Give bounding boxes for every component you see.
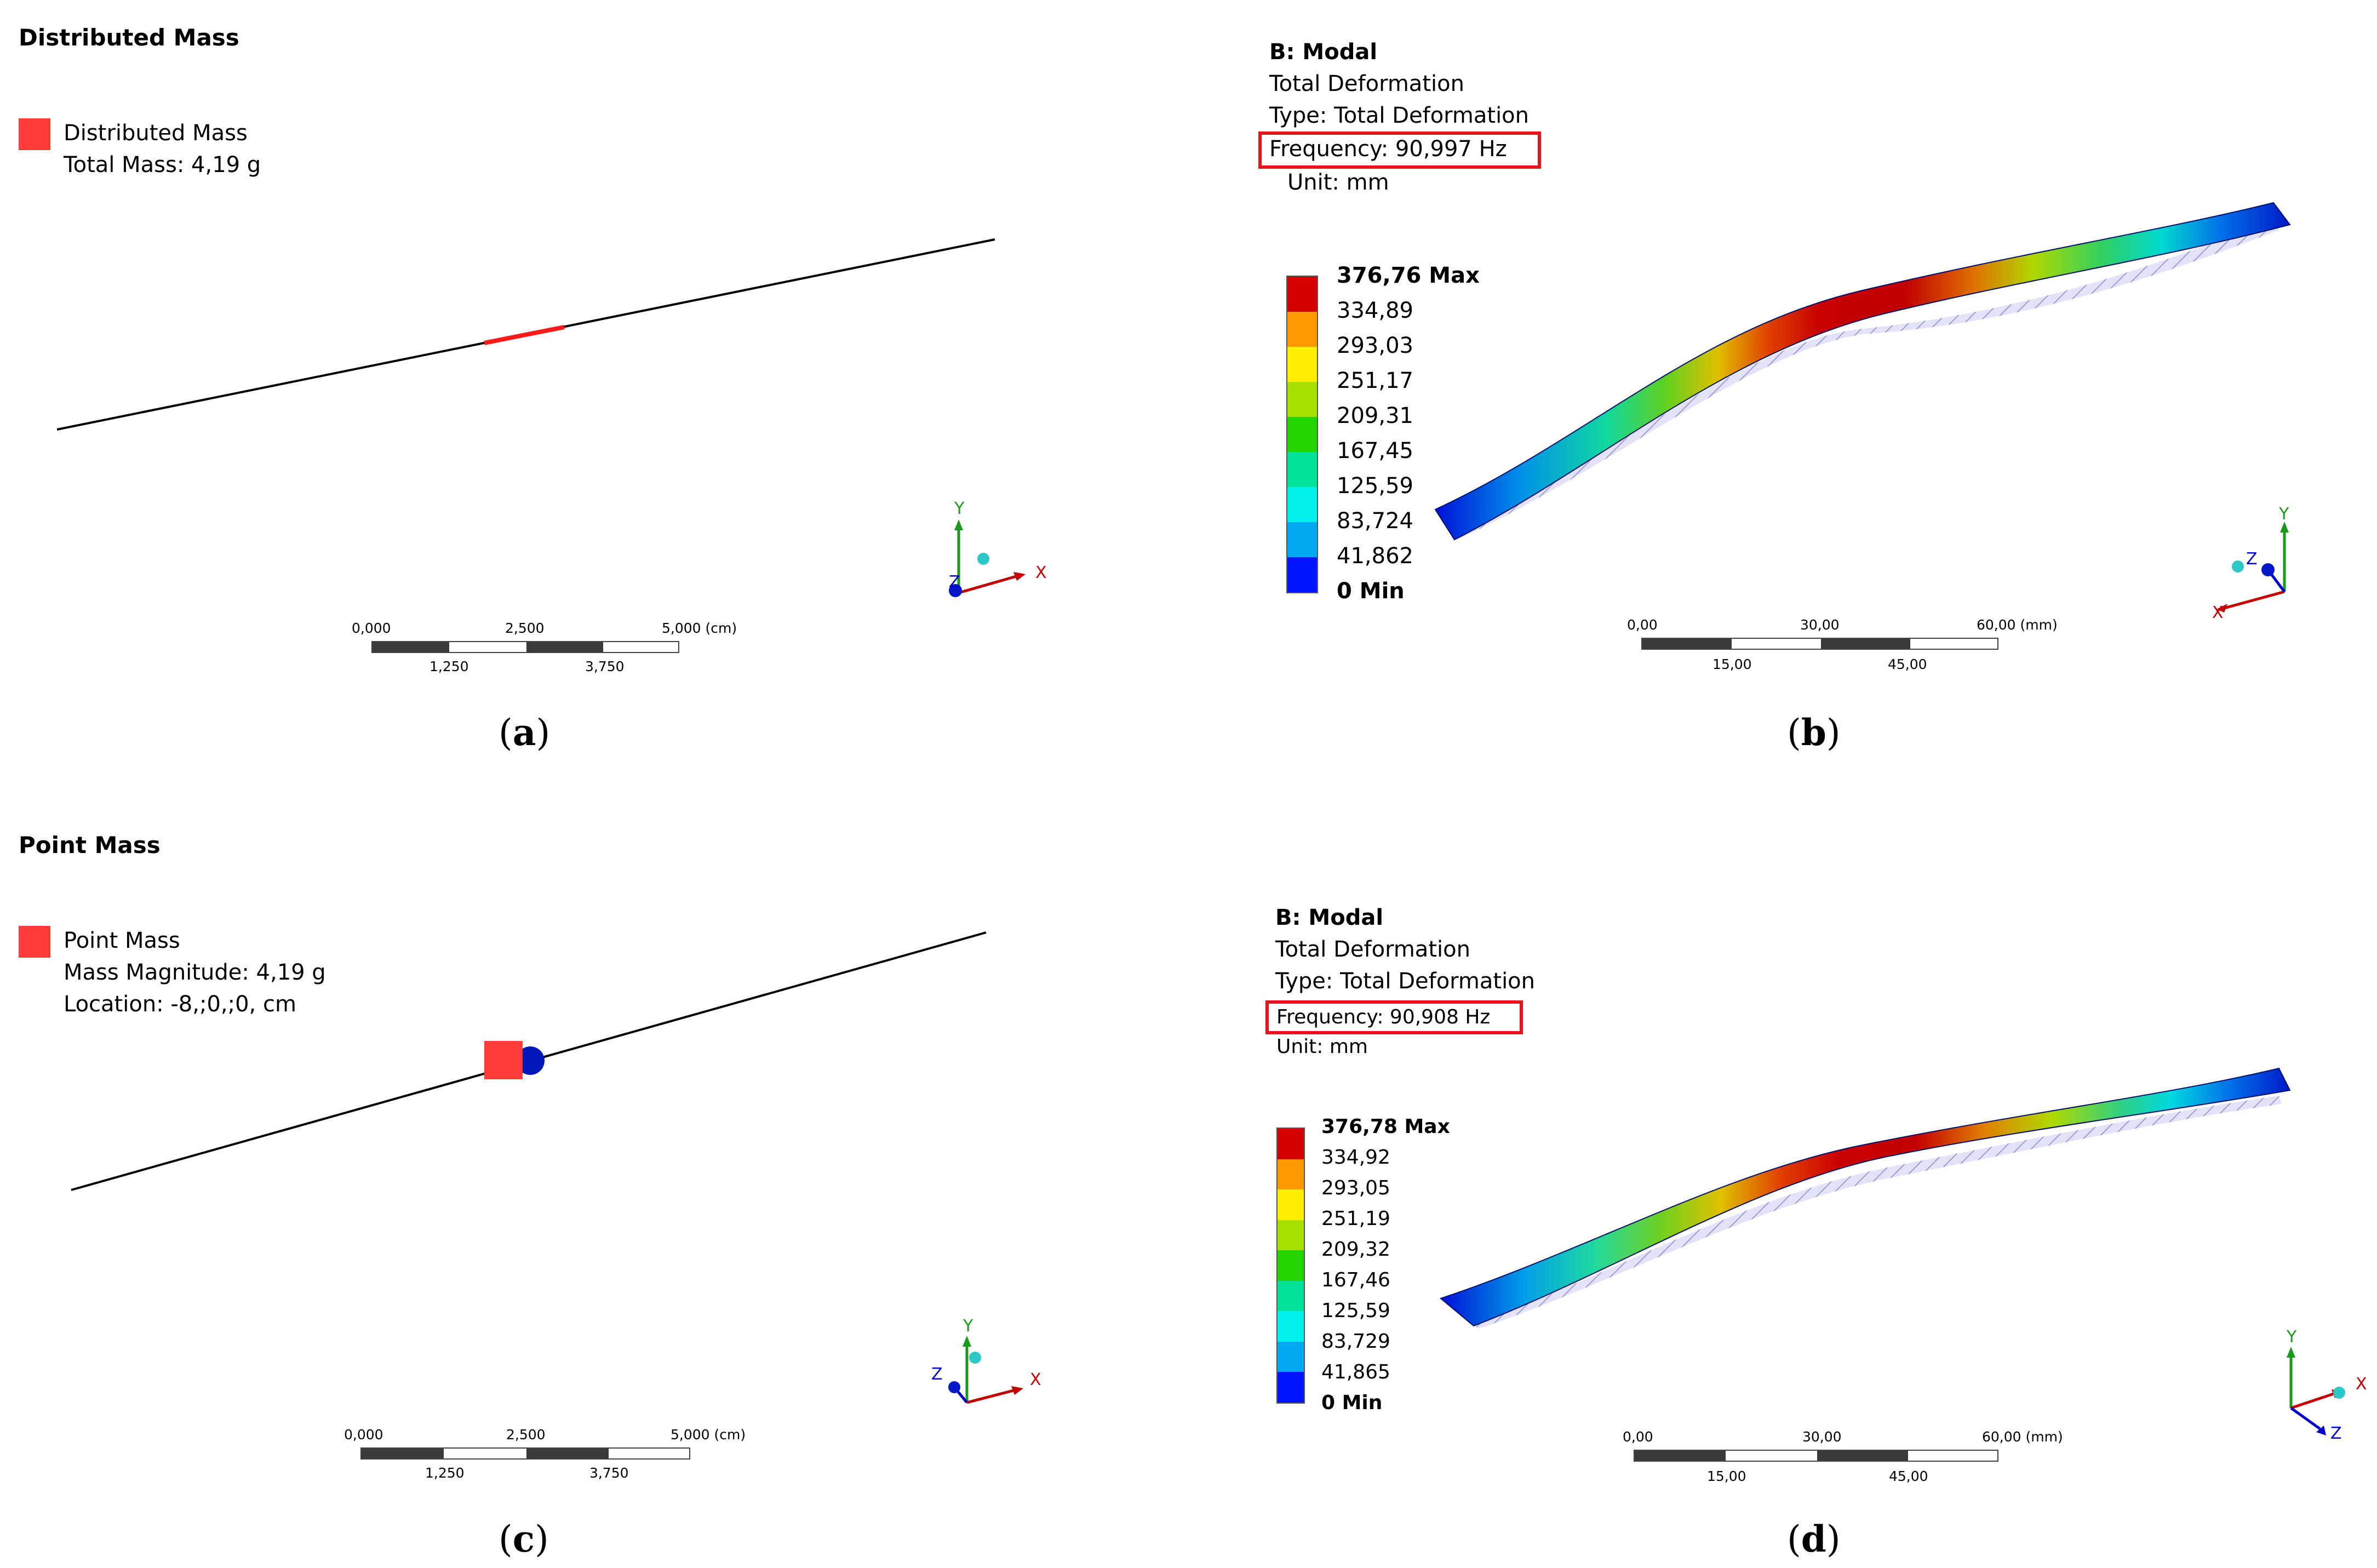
legend-name-c: Point Mass [64,928,180,953]
result-name-b: Total Deformation [1269,71,1464,96]
svg-text:Y: Y [963,1317,973,1336]
legend-color-swatch [1278,1129,1304,1159]
svg-text:X: X [1030,1370,1041,1389]
svg-text:Z: Z [2246,550,2258,569]
triad-center-sphere-icon [977,553,989,565]
x-axis-arrow-icon [958,575,1017,594]
triad-center-sphere-icon [2333,1387,2345,1399]
legend-name-a: Distributed Mass [64,121,248,146]
triad-b[interactable]: Y X Z [2186,505,2328,622]
point-mass-swatch [19,926,50,958]
legend-color-swatch [1287,557,1317,592]
legend-color-swatch [1287,277,1317,312]
legend-color-swatch [1287,522,1317,557]
undeformed-shadow-d [1474,1096,2282,1329]
svg-text:Y: Y [2278,505,2289,524]
legend-color-swatch [1287,417,1317,452]
triad-d[interactable]: Y X Z [2268,1326,2377,1443]
legend-color-swatch [1278,1341,1304,1372]
legend-color-swatch [1287,347,1317,382]
frequency-b: Frequency: 90,997 Hz [1269,136,1507,162]
legend-color-swatch [1278,1372,1304,1403]
legend-color-swatch [1278,1280,1304,1312]
triad-center-sphere-icon [2232,560,2244,573]
z-label: Z [949,573,960,592]
point-mass-marker-icon [484,1041,523,1079]
caption-d: (d) [1787,1518,1841,1560]
legend-swatches-b [1286,276,1318,593]
x-axis-arrow-icon [2290,1392,2334,1410]
caption-c: (c) [499,1518,549,1560]
triad-center-sphere-icon [969,1352,981,1364]
legend-color-swatch [1287,452,1317,487]
legend-color-swatch [1278,1220,1304,1251]
distributed-mass-swatch [19,118,50,150]
triad-a[interactable]: Y X Z [920,499,1063,608]
legend-swatches-d [1276,1128,1305,1404]
y-label: Y [954,499,965,518]
x-axis-arrow-icon [2224,590,2285,610]
svg-text:Z: Z [931,1365,943,1384]
x-axis-arrow-icon [966,1389,1014,1404]
panel-c-title: Point Mass [19,832,161,859]
panel-d-title: B: Modal [1275,905,1384,930]
result-type-b: Type: Total Deformation [1269,103,1530,128]
unit-d: Unit: mm [1276,1035,1368,1058]
legend-detail-a: Total Mass: 4,19 g [64,152,261,178]
legend-detail-c1: Mass Magnitude: 4,19 g [64,960,326,985]
svg-text:X: X [2356,1375,2367,1394]
caption-b: (b) [1787,711,1841,754]
frequency-d: Frequency: 90,908 Hz [1276,1006,1491,1028]
legend-color-swatch [1287,487,1317,522]
legend-color-swatch [1278,1159,1304,1190]
legend-color-swatch [1278,1189,1304,1220]
deformed-plate-d [1439,1067,2291,1327]
beam-line-a [56,238,995,431]
deformed-plate-b [1434,202,2291,541]
legend-color-swatch [1278,1311,1304,1342]
unit-b: Unit: mm [1287,170,1389,195]
svg-text:Y: Y [2286,1327,2297,1347]
caption-a: (a) [499,711,551,754]
distributed-mass-segment [484,325,565,345]
legend-color-swatch [1278,1250,1304,1281]
panel-b-title: B: Modal [1269,39,1378,65]
legend-detail-c2: Location: -8,;0,;0, cm [64,992,296,1017]
z-axis-arrow-icon [2290,1406,2321,1430]
undeformed-shadow-b [1454,219,2279,540]
svg-text:X: X [2212,603,2224,622]
frequency-highlight-box-d [1265,1000,1523,1034]
legend-color-swatch [1287,382,1317,417]
x-label: X [1035,563,1047,582]
triad-c[interactable]: Y X Z [920,1315,1063,1419]
result-name-d: Total Deformation [1275,937,1470,962]
legend-color-swatch [1287,312,1317,347]
result-type-d: Type: Total Deformation [1275,969,1536,994]
frequency-highlight-box-b [1258,131,1541,169]
point-mass-sphere-icon [516,1046,545,1075]
svg-text:Z: Z [2330,1424,2342,1443]
panel-a-title: Distributed Mass [19,24,239,51]
